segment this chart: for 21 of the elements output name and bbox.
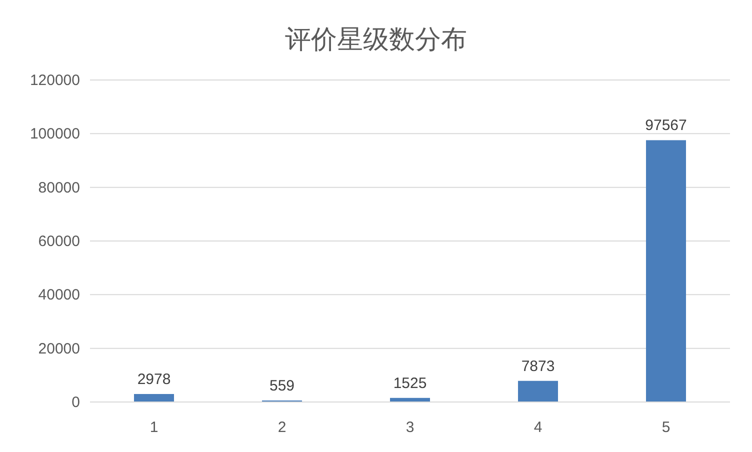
x-tick-label: 1 [150, 419, 158, 436]
y-tick-label: 120000 [30, 72, 80, 89]
data-label: 97567 [645, 117, 687, 134]
y-tick-label: 0 [72, 394, 80, 411]
bar [134, 394, 174, 402]
x-tick-label: 3 [406, 419, 414, 436]
y-tick-label: 20000 [38, 340, 80, 358]
bar [518, 380, 558, 402]
x-tick-label: 4 [534, 419, 542, 436]
x-tick-label: 5 [662, 419, 670, 436]
y-tick-label: 100000 [30, 126, 80, 143]
bar [646, 140, 686, 402]
y-tick-label: 60000 [38, 233, 80, 250]
data-label: 7873 [521, 358, 555, 375]
chart-title: 评价星级数分布 [285, 24, 467, 54]
data-label: 2978 [137, 371, 171, 388]
data-label: 559 [269, 378, 295, 394]
data-label: 1525 [393, 374, 427, 392]
y-tick-label: 40000 [38, 286, 80, 304]
x-tick-label: 2 [278, 419, 286, 436]
y-tick-label: 80000 [38, 179, 80, 196]
